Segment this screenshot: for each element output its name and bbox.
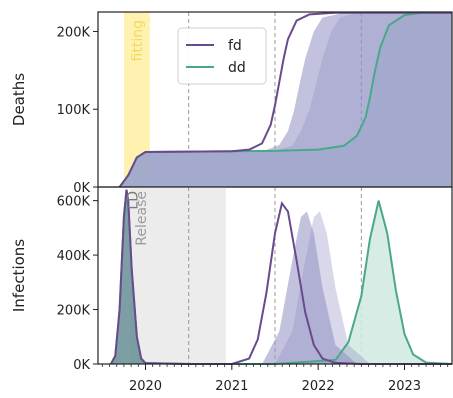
infections-band-0 [262,211,358,364]
deaths-band-0 [119,12,452,188]
legend-label-fd: fd [228,38,242,54]
infections-region-label-release: Release [134,191,150,246]
deaths-ylabel: Deaths [10,73,28,126]
infections-region-label-ld: LD [125,191,141,210]
infections-band-1 [275,211,370,364]
deaths-region-label-fitting: fitting [130,20,146,61]
infections-ylabel: Infections [10,239,28,312]
infections-ytick-label-2: 400K [57,249,91,264]
infections-line-fd [110,189,452,365]
infections-initial-wave-fill [110,189,146,364]
xtick-label-3: 2023 [388,379,421,394]
deaths-band-1 [119,12,452,188]
xtick-label-2: 2022 [302,379,335,394]
legend: fd dd [177,27,267,85]
xtick-label-1: 2021 [215,379,248,394]
legend-label-dd: dd [228,60,246,76]
infections-shade-release [129,187,226,364]
infections-ytick-label-1: 200K [57,304,91,319]
legend-box [177,27,267,85]
deaths-panel: 0K 100K 200K Deaths fitting fd dd [10,11,453,196]
infections-ytick-label-0: 0K [73,358,90,373]
xtick-label-0: 2020 [129,379,162,394]
deaths-ytick-label-0: 0K [73,181,90,196]
deaths-ytick-label-1: 100K [57,103,91,118]
infections-ytick-label-3: 600K [57,195,91,210]
infections-area-dd [110,189,452,364]
deaths-line-fd [118,11,452,188]
deaths-ytick-label-2: 200K [57,25,91,40]
